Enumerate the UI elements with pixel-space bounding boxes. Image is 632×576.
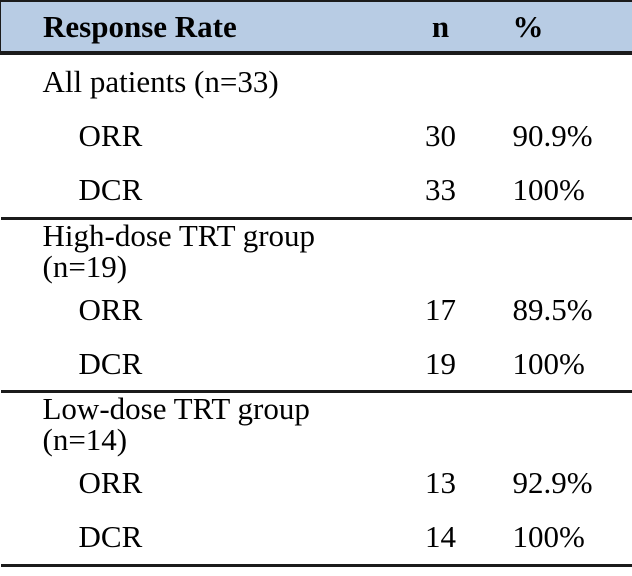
- empty-cell: [391, 392, 491, 456]
- section-high-dose-trt: High-dose TRT group (n=19) ORR 17 89.5% …: [0, 218, 632, 392]
- group-label-row: High-dose TRT group (n=19): [1, 218, 632, 282]
- group-label-high-dose: High-dose TRT group (n=19): [42, 217, 316, 284]
- row-label-dcr: DCR: [78, 172, 143, 208]
- empty-cell: [491, 392, 632, 456]
- row-n-value: 14: [425, 519, 456, 555]
- group-label-all-patients: All patients (n=33): [42, 64, 279, 99]
- header-n: n: [390, 0, 491, 55]
- row-pct-value: 89.5%: [512, 291, 593, 327]
- table-header-row: Response Rate n %: [0, 0, 632, 55]
- empty-cell: [391, 218, 491, 282]
- table-header: Response Rate n %: [0, 0, 632, 55]
- row-n-value: 17: [425, 291, 456, 327]
- row-label-orr: ORR: [78, 118, 143, 153]
- row-label-orr: ORR: [78, 465, 143, 500]
- header-percent: %: [490, 0, 632, 55]
- row-label-dcr: DCR: [78, 519, 143, 555]
- row-pct-value: 100%: [512, 519, 585, 555]
- row-n-value: 33: [425, 172, 456, 208]
- table-row: ORR 30 90.9%: [1, 108, 632, 163]
- empty-cell: [391, 53, 491, 108]
- group-label-row: All patients (n=33): [1, 53, 632, 108]
- row-label-dcr: DCR: [78, 345, 143, 381]
- row-n-value: 30: [425, 118, 456, 153]
- table-row: DCR 33 100%: [1, 163, 632, 218]
- section-low-dose-trt: Low-dose TRT group (n=14) ORR 13 92.9% D…: [0, 392, 632, 565]
- section-all-patients: All patients (n=33) ORR 30 90.9% DCR 33 …: [0, 53, 632, 218]
- empty-cell: [491, 218, 632, 282]
- row-n-value: 19: [425, 345, 456, 381]
- row-n-value: 13: [425, 465, 456, 500]
- empty-cell: [491, 53, 632, 108]
- table-row: ORR 13 92.9%: [1, 455, 632, 510]
- table-row: DCR 14 100%: [1, 510, 632, 565]
- row-pct-value: 100%: [512, 172, 585, 208]
- row-pct-value: 100%: [512, 345, 585, 381]
- row-pct-value: 92.9%: [512, 465, 593, 500]
- group-label-row: Low-dose TRT group (n=14): [1, 392, 632, 456]
- table-row: DCR 19 100%: [1, 337, 632, 392]
- table-row: ORR 17 89.5%: [1, 282, 632, 337]
- row-label-orr: ORR: [78, 291, 143, 327]
- row-pct-value: 90.9%: [512, 118, 593, 153]
- header-response-rate: Response Rate: [0, 0, 391, 55]
- group-label-low-dose: Low-dose TRT group (n=14): [42, 391, 310, 457]
